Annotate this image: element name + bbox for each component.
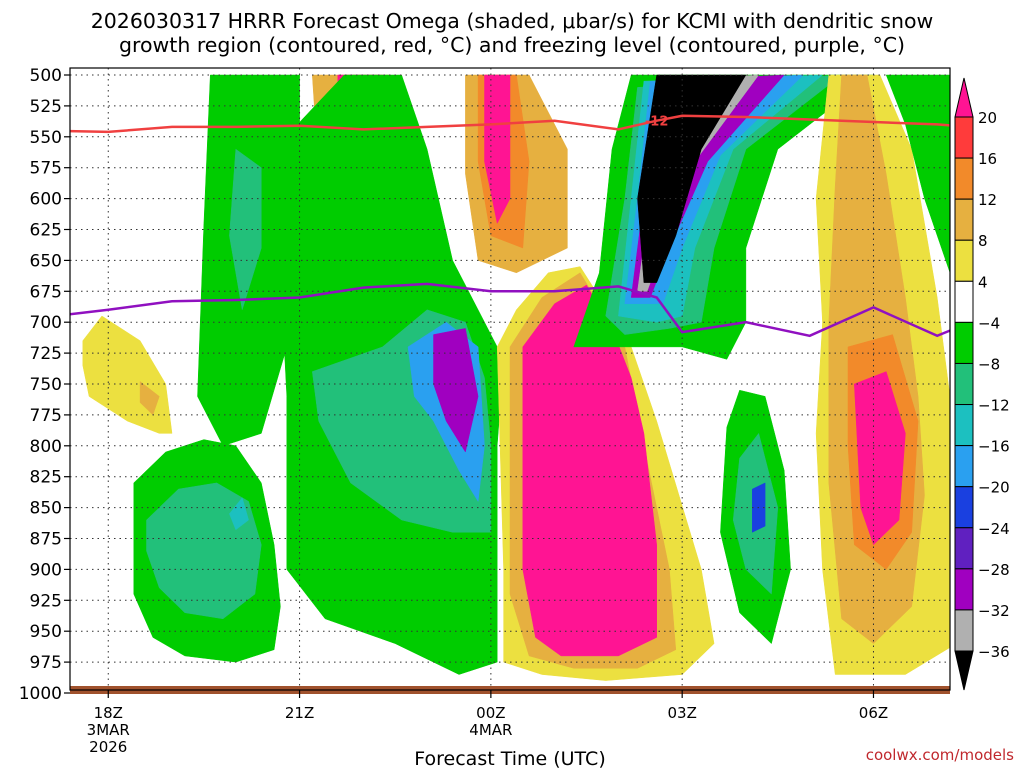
colorbar-label: −8 <box>978 355 1000 373</box>
colorbar-label: 8 <box>978 232 988 250</box>
y-tick-label: 950 <box>30 622 62 642</box>
y-tick-label: 625 <box>30 221 62 241</box>
y-tick-label: 725 <box>30 344 62 364</box>
colorbar-label: 12 <box>978 191 997 209</box>
colorbar-segment <box>955 405 973 446</box>
colorbar-label: −16 <box>978 438 1010 456</box>
y-tick-label: 900 <box>30 560 62 580</box>
colorbar-label: −36 <box>978 643 1010 661</box>
colorbar-label: 20 <box>978 109 997 127</box>
colorbar-label: 4 <box>978 273 988 291</box>
y-tick-label: 975 <box>30 653 62 673</box>
colorbar-bottom-arrow <box>955 651 973 690</box>
y-tick-label: 825 <box>30 468 62 488</box>
dendritic-12-contour-label: -12 <box>645 115 669 130</box>
colorbar-segment <box>955 117 973 158</box>
colorbar-segment <box>955 158 973 199</box>
x-tick-label: 18Z <box>94 704 123 722</box>
colorbar-segment <box>955 363 973 404</box>
colorbar-segment <box>955 610 973 651</box>
x-tick-label: 21Z <box>285 704 314 722</box>
omega-region-yellow-sw <box>83 316 172 433</box>
y-tick-label: 600 <box>30 190 62 210</box>
x-tick-label: 03Z <box>667 704 696 722</box>
y-tick-label: 700 <box>30 313 62 333</box>
y-tick-label: 925 <box>30 591 62 611</box>
colorbar-label: −20 <box>978 479 1010 497</box>
y-tick-label: 1000 <box>19 684 62 704</box>
colorbar-label: −4 <box>978 314 1000 332</box>
y-tick-label: 850 <box>30 499 62 519</box>
y-tick-label: 650 <box>30 251 62 271</box>
chart-title-line-1: 2026030317 HRRR Forecast Omega (shaded, … <box>91 9 934 33</box>
omega-colorbar: 20 16 12 8 4 −4 −8 −12 −16 −20 −24 −28 −32 −36 <box>955 78 1010 690</box>
site-credit: coolwx.com/models <box>866 746 1014 764</box>
colorbar-segment <box>955 281 973 322</box>
y-tick-label: 775 <box>30 406 62 426</box>
colorbar-segment <box>955 528 973 569</box>
x-tick-label: 00Z <box>476 704 505 722</box>
colorbar-label: −24 <box>978 520 1010 538</box>
chart-title-line-2: growth region (contoured, red, °C) and f… <box>119 33 905 57</box>
omega-shading-layer <box>83 75 1024 681</box>
colorbar-label: −32 <box>978 602 1010 620</box>
pressure-axis: 500 525 550 575 600 625 650 675 700 725 750 775 800 8… <box>19 66 70 704</box>
colorbar-label: −28 <box>978 561 1010 579</box>
x-tick-date-label: 4MAR <box>469 721 512 739</box>
x-tick-label: 06Z <box>859 704 888 722</box>
colorbar-label: 16 <box>978 150 997 168</box>
x-axis-label: Forecast Time (UTC) <box>414 748 605 768</box>
y-tick-label: 800 <box>30 437 62 457</box>
x-tick-year-label: 2026 <box>89 738 127 756</box>
y-tick-label: 550 <box>30 128 62 148</box>
y-tick-label: 500 <box>30 66 62 86</box>
colorbar-segment <box>955 322 973 363</box>
y-tick-label: 675 <box>30 282 62 302</box>
colorbar-segment <box>955 199 973 240</box>
colorbar-segment <box>955 240 973 281</box>
y-tick-label: 575 <box>30 159 62 179</box>
colorbar-segment <box>955 446 973 487</box>
y-tick-label: 875 <box>30 530 62 550</box>
colorbar-top-arrow <box>955 78 973 117</box>
colorbar-segment <box>955 569 973 610</box>
y-tick-label: 525 <box>30 97 62 117</box>
x-tick-date-label: 3MAR <box>87 721 130 739</box>
colorbar-label: −12 <box>978 397 1010 415</box>
colorbar-segment <box>955 487 973 528</box>
y-tick-label: 750 <box>30 375 62 395</box>
